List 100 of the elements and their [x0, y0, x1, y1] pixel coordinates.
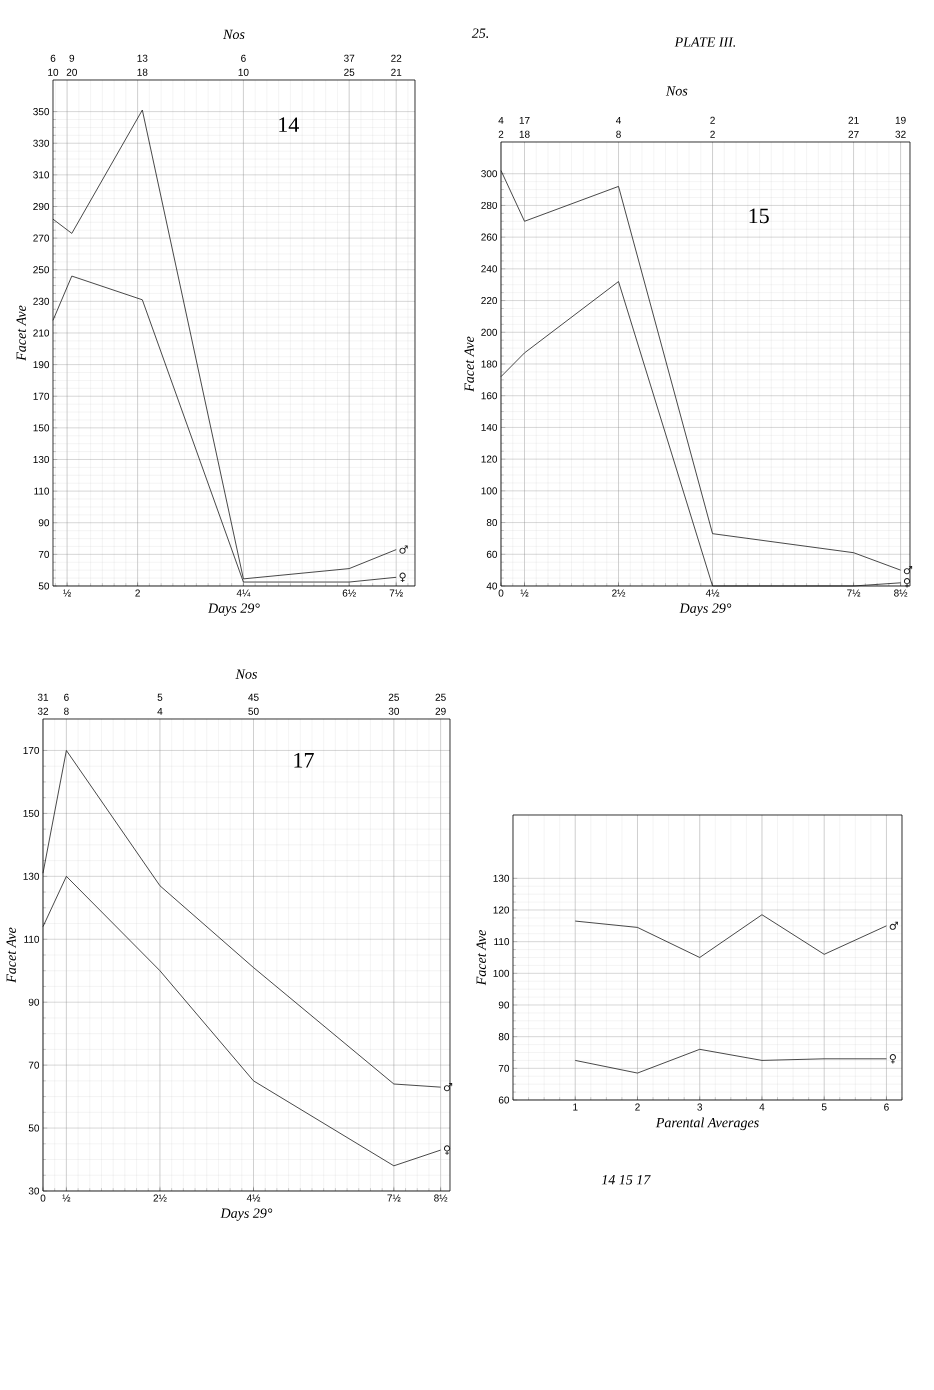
y-tick-label: 300 — [481, 170, 498, 178]
x-tick-label: 0 — [40, 1194, 46, 1202]
y-tick-label: 50 — [28, 1124, 40, 1132]
y-tick-label: 230 — [33, 297, 50, 305]
y-tick-label: 40 — [486, 582, 498, 590]
x-tick-label: 7½ — [387, 1194, 401, 1202]
y-tick-label: 50 — [38, 582, 50, 590]
text: 29 — [435, 707, 446, 715]
y-tick-label: 100 — [481, 487, 498, 495]
text: 13 — [137, 54, 148, 62]
line-series — [574, 914, 887, 958]
text: 19 — [895, 116, 906, 124]
text: 6 — [50, 54, 56, 62]
x-axis-title: Days 29° — [679, 603, 732, 616]
y-tick-label: 60 — [486, 550, 498, 558]
y-tick-label: 240 — [481, 265, 498, 273]
text: 10 — [238, 68, 249, 76]
series-label: ♂ — [399, 545, 408, 554]
line-series — [42, 875, 442, 1167]
x-tick-label: 6½ — [342, 589, 356, 597]
text: 14 15 17 — [601, 1175, 651, 1185]
series-label: ♀ — [903, 578, 911, 588]
x-tick-label: ½ — [62, 1194, 71, 1202]
y-tick-label: 70 — [498, 1064, 510, 1072]
y-tick-label: 170 — [23, 746, 40, 754]
text: Nos — [235, 669, 257, 679]
y-tick-label: 350 — [33, 108, 50, 116]
text: 20 — [66, 68, 77, 76]
x-tick-label: 1 — [573, 1103, 578, 1111]
text: 6 — [241, 54, 246, 62]
y-tick-label: 120 — [481, 455, 498, 463]
x-tick-label: 2½ — [612, 589, 626, 597]
y-axis-title: Facet Ave — [476, 930, 486, 986]
y-tick-label: 270 — [33, 234, 50, 242]
text: 8 — [616, 130, 621, 138]
y-tick-label: 60 — [498, 1096, 510, 1104]
text: 8 — [64, 707, 69, 715]
x-axis-title: Parental Averages — [655, 1117, 759, 1131]
y-tick-label: 90 — [38, 519, 50, 527]
line-series — [52, 109, 397, 580]
text: 17 — [519, 116, 530, 124]
y-tick-label: 180 — [481, 360, 498, 368]
x-tick-label: 4½ — [705, 589, 720, 597]
y-tick-label: 150 — [33, 424, 50, 432]
line-series — [500, 170, 901, 571]
x-axis-title: Days 29° — [220, 1208, 273, 1221]
x-tick-label: ½ — [520, 589, 529, 597]
text: 4 — [615, 116, 622, 124]
text: 25 — [344, 68, 355, 76]
x-tick-label: 7½ — [847, 589, 861, 597]
text: 25 — [435, 693, 446, 701]
y-axis-title: Facet Ave — [464, 336, 474, 392]
series-label: ♀ — [399, 572, 406, 583]
text: 37 — [343, 54, 355, 62]
y-tick-label: 220 — [481, 297, 498, 305]
x-tick-label: 5 — [821, 1103, 827, 1111]
text: 2 — [498, 130, 504, 138]
text: 4 — [498, 116, 504, 124]
y-axis-title: Facet Ave — [16, 305, 26, 361]
x-tick-label: 3 — [697, 1103, 703, 1111]
text: 2 — [710, 130, 715, 138]
text: 17 — [294, 752, 314, 768]
x-tick-label: 4½ — [246, 1194, 261, 1202]
y-tick-label: 70 — [38, 550, 50, 558]
series-label: ♂ — [903, 566, 913, 575]
y-tick-label: 140 — [481, 423, 498, 431]
line-series — [42, 750, 442, 1088]
x-tick-label: 7½ — [389, 589, 403, 597]
y-axis-title: Facet Ave — [6, 927, 16, 983]
text: 21 — [391, 68, 402, 76]
y-tick-label: 130 — [23, 872, 40, 880]
text: 2 — [710, 116, 715, 124]
y-tick-label: 330 — [33, 139, 50, 147]
y-tick-label: 70 — [28, 1061, 40, 1069]
text: 45 — [248, 693, 259, 701]
x-tick-label: 2 — [135, 589, 140, 597]
line-series — [574, 1048, 887, 1074]
x-tick-label: 0 — [498, 589, 504, 597]
y-tick-label: 110 — [494, 938, 510, 946]
y-tick-label: 110 — [24, 935, 40, 943]
x-tick-label: 4 — [759, 1103, 765, 1111]
text: Nos — [222, 29, 245, 40]
y-tick-label: 260 — [481, 233, 498, 241]
x-tick-label: ½ — [63, 589, 72, 597]
text: 32 — [37, 707, 49, 715]
series-label: ♀ — [443, 1145, 451, 1155]
y-tick-label: 190 — [33, 361, 50, 369]
text: 21 — [848, 116, 859, 124]
text: 10 — [48, 68, 59, 76]
x-tick-label: 8½ — [434, 1194, 448, 1202]
text: Nos — [665, 86, 688, 96]
text: 18 — [519, 130, 530, 138]
x-tick-label: 2½ — [153, 1194, 167, 1202]
x-tick-label: 8½ — [894, 589, 908, 597]
y-tick-label: 150 — [23, 809, 40, 817]
text: 27 — [848, 130, 859, 138]
text: 4 — [157, 707, 163, 715]
series-label: ♂ — [443, 1083, 453, 1092]
y-tick-label: 90 — [28, 998, 40, 1006]
text: 6 — [64, 693, 69, 701]
